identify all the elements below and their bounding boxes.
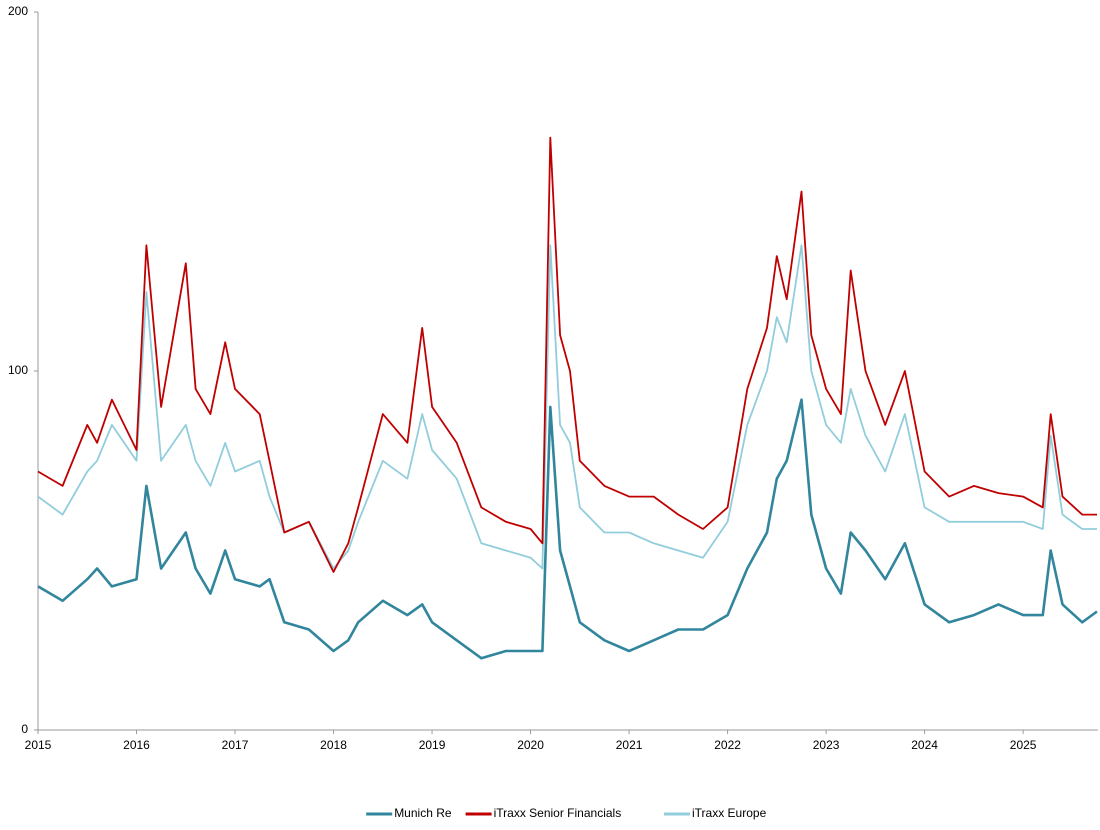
- legend-label: Munich Re: [394, 806, 452, 820]
- series-line: [37, 136, 1097, 573]
- x-tick-label: 2023: [813, 738, 840, 752]
- x-tick-label: 2020: [517, 738, 544, 752]
- y-tick-label: 200: [8, 4, 28, 18]
- series-line: [37, 244, 1097, 570]
- legend-label: iTraxx Senior Financials: [494, 806, 622, 820]
- x-tick-label: 2021: [616, 738, 643, 752]
- y-tick-label: 100: [8, 363, 28, 377]
- x-tick-label: 2024: [911, 738, 938, 752]
- x-tick-label: 2017: [222, 738, 249, 752]
- x-tick-label: 2019: [419, 738, 446, 752]
- x-tick-label: 2016: [123, 738, 150, 752]
- x-tick-label: 2022: [714, 738, 741, 752]
- x-tick-label: 2015: [25, 738, 52, 752]
- x-tick-label: 2018: [320, 738, 347, 752]
- x-tick-label: 2025: [1010, 738, 1037, 752]
- legend: Munich Re iTraxx Senior Financials iTraxx …: [366, 806, 767, 820]
- series-line: [37, 398, 1098, 660]
- legend-label: iTraxx Europe: [692, 806, 767, 820]
- y-tick-label: 0: [21, 722, 28, 736]
